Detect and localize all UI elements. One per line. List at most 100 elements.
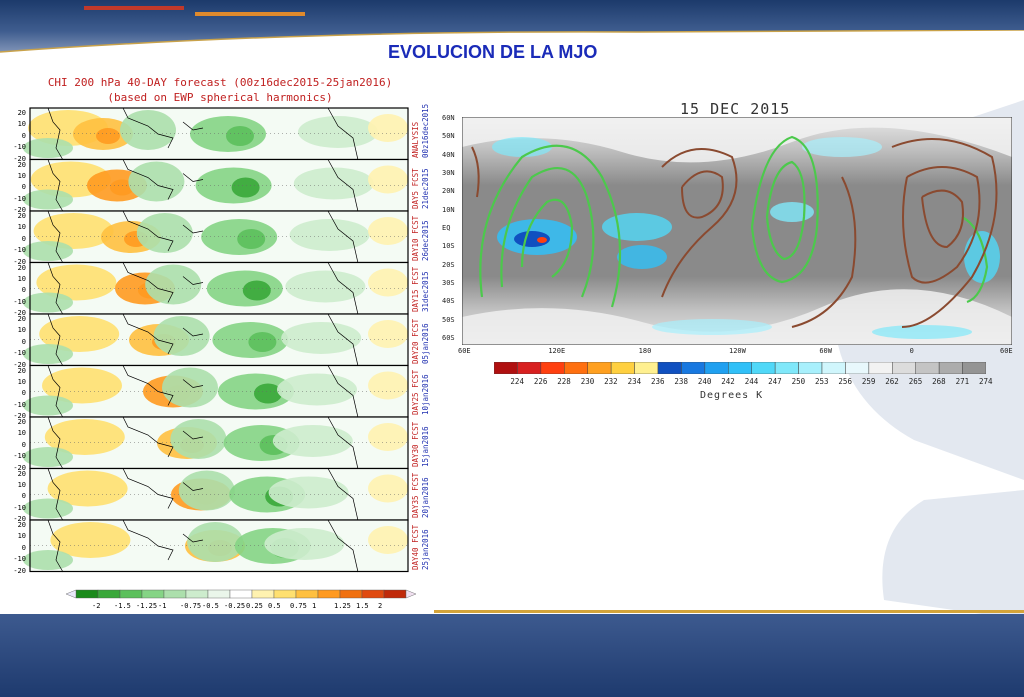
chi200-panel [23,158,409,212]
olr-colorbar-swatch [892,362,916,374]
chi200-colorbar-swatch [119,589,143,599]
olr-colorbar-swatch [540,362,565,374]
olr-colorbar-label: 271 [955,377,970,386]
olr-colorbar-label: 232 [604,377,618,386]
chi200-row-date-label: 15jan2016 [421,425,430,467]
olr-colorbar-label: 268 [932,377,946,386]
chi200-colorbar-label: 1.5 [356,602,369,610]
chi200-y-tick: 0 [21,337,26,346]
chi200-y-tick: 20 [17,160,26,169]
olr-lat-label: 20S [442,260,455,269]
chi200-y-tick: -20 [13,360,26,369]
olr-colorbar-label: 265 [908,377,923,386]
olr-colorbar-label: 228 [557,377,571,386]
chi200-y-tick: 20 [17,263,26,272]
chi200-colorbar-label: 0.75 [290,602,307,610]
olr-colorbar-label: 262 [885,377,899,386]
olr-lat-label: 30N [442,169,455,177]
chi200-y-tick: -10 [13,400,26,409]
chi200-row-lead-label: DAY25 FCST [411,369,420,415]
chi200-colorbar-label: 0.25 [246,602,263,610]
chi200-y-tick: -10 [13,143,26,152]
olr-colorbar-swatch [517,362,542,374]
chi200-y-tick: -20 [13,309,26,317]
chi200-panel [23,107,409,161]
olr-colorbar-swatch [868,362,893,374]
olr-lat-label: 50S [442,315,455,324]
olr-colorbar-swatch [728,362,752,374]
chi200-y-tick: -20 [13,515,26,523]
olr-colorbar-label: 234 [627,377,642,386]
chi200-row-lead-label: DAY15 FCST [411,266,420,312]
olr-lon-label: 60W [819,347,832,355]
slide-title: EVOLUCION DE LA MJO [388,42,598,62]
footer-gold-line [434,610,1024,613]
olr-lat-label: 60S [442,334,455,342]
figure-title-line2: (based on EWP spherical harmonics) [107,91,333,104]
chi200-row-date-label: 20jan2016 [421,477,430,518]
chi200-row-lead-label: DAY30 FCST [411,421,420,467]
chi200-row-date-label: 10jan2016 [421,374,430,415]
chi200-row-lead-label: DAY5 FCST [411,168,420,209]
olr-colorbar-swatch [774,362,799,374]
chi200-row-lead-label: ANALYSIS [411,121,420,158]
olr-colorbar-swatch [634,362,659,374]
chi200-y-tick: 10 [17,120,26,129]
olr-satellite-map [462,117,1012,345]
chi200-y-tick: -10 [13,297,26,306]
olr-lat-label: 30S [442,279,455,287]
chi200-y-tick: 20 [17,521,26,529]
chi200-y-tick: 10 [17,274,26,283]
olr-colorbar-swatch [564,362,588,374]
chi200-y-tick: 0 [21,131,26,140]
olr-colorbar-label: 236 [651,377,665,386]
olr-lat-label: 10S [442,242,455,251]
chi200-y-tick: 0 [21,492,26,501]
olr-units-label: Degrees K [700,390,764,401]
chi200-panels [23,107,409,573]
chi200-row-date-label: 31dec2015 [421,271,430,312]
olr-colorbar-label: 274 [979,377,993,386]
olr-colorbar-swatch [494,362,518,374]
olr-lon-label: 60E [458,347,471,355]
chi200-colorbar-label: -1.25 [136,602,158,610]
chi200-row-date-label: 21dec2015 [421,168,430,209]
chi200-y-tick: 10 [17,377,26,386]
chi200-colorbar-label: 2 [378,602,383,610]
chi200-colorbar-swatch [75,589,99,599]
chi200-y-tick: 20 [17,366,26,375]
olr-colorbar-swatch [704,362,729,374]
olr-colorbar-label: 250 [791,377,806,386]
chi200-panel [23,416,409,470]
olr-colorbar-swatch [798,362,823,374]
chi200-y-tick: 10 [17,171,26,180]
chi200-panel [23,210,409,264]
chi200-y-tick: 0 [21,543,26,552]
chi200-colorbar-swatch [141,589,165,599]
chi200-colorbar-swatch [317,589,341,599]
chi200-y-tick: 10 [17,326,26,335]
chi200-colorbar-label: -1.5 [114,602,131,610]
chi200-row-date-label: 00z16dec2015 [421,103,430,158]
olr-colorbar-label: 230 [580,377,595,386]
olr-lon-label: 120E [548,347,566,355]
chi200-y-tick: -20 [13,463,26,472]
olr-lat-label: 40S [442,297,455,306]
chi200-colorbar-arrow-right [405,589,417,599]
chi200-colorbar-label: 1 [312,602,317,610]
footer-band [0,614,1024,697]
olr-colorbar-label: 240 [697,377,712,386]
olr-lon-label: 60E [1000,347,1013,355]
chi200-y-tick: -10 [13,194,26,203]
chi200-y-tick: 10 [17,480,26,489]
chi200-y-tick: 20 [17,418,26,426]
chi200-panel [23,364,409,418]
olr-colorbar [494,362,986,374]
olr-lon-label: 180 [638,347,652,355]
olr-lat-label: EQ [442,224,451,232]
chi200-y-tick: 10 [17,429,26,438]
chi200-y-tick: 0 [21,389,26,398]
header-curve-decoration [0,30,1024,70]
chi200-colorbar-label: 0.5 [268,602,281,610]
chi200-colorbar-swatch [273,589,297,599]
